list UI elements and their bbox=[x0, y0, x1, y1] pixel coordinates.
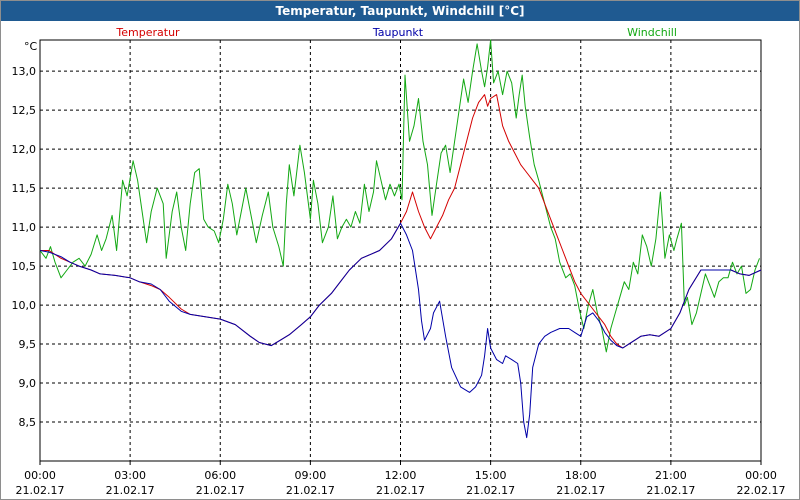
y-tick-label: 12,5 bbox=[12, 104, 37, 117]
x-tick-time: 03:00 bbox=[114, 469, 146, 482]
x-tick-date: 21.02.17 bbox=[286, 484, 335, 497]
y-tick-label: 11,5 bbox=[12, 182, 37, 195]
x-tick-time: 00:00 bbox=[745, 469, 777, 482]
x-tick-time: 18:00 bbox=[565, 469, 597, 482]
y-axis-unit: °C bbox=[24, 40, 38, 53]
x-tick-date: 21.02.17 bbox=[466, 484, 515, 497]
series-lines bbox=[39, 39, 762, 439]
y-tick-label: 8,5 bbox=[19, 416, 37, 429]
legend-windchill: Windchill bbox=[627, 26, 677, 39]
x-tick-time: 12:00 bbox=[385, 469, 417, 482]
x-tick-date: 21.02.17 bbox=[376, 484, 425, 497]
x-tick-date: 22.02.17 bbox=[737, 484, 786, 497]
x-tick-time: 21:00 bbox=[655, 469, 687, 482]
x-tick-time: 06:00 bbox=[204, 469, 236, 482]
y-tick-label: 10,0 bbox=[12, 299, 37, 312]
y-axis-ticks: 13,0 12,5 12,0 11,5 11,0 10,5 10,0 9,5 9,0 8,5 bbox=[12, 65, 37, 429]
grid-lines bbox=[40, 40, 761, 461]
x-tick-date: 21.02.17 bbox=[556, 484, 605, 497]
series-line-taupunkt bbox=[39, 222, 762, 439]
y-tick-label: 11,0 bbox=[12, 221, 37, 234]
series-line-windchill bbox=[39, 39, 760, 353]
x-tick-time: 00:00 bbox=[24, 469, 56, 482]
y-tick-label: 13,0 bbox=[12, 65, 37, 78]
legend-taupunkt: Taupunkt bbox=[372, 26, 424, 39]
y-tick-label: 10,5 bbox=[12, 260, 37, 273]
window-title: Temperatur, Taupunkt, Windchill [°C] bbox=[1, 1, 799, 21]
x-axis-ticks: 00:00 21.02.17 03:00 21.02.17 06:00 21.02.17 0… bbox=[16, 461, 786, 497]
x-tick-date: 21.02.17 bbox=[106, 484, 155, 497]
x-tick-date: 21.02.17 bbox=[16, 484, 65, 497]
x-tick-time: 15:00 bbox=[475, 469, 507, 482]
x-tick-date: 21.02.17 bbox=[646, 484, 695, 497]
legend-temperatur: Temperatur bbox=[115, 26, 180, 39]
x-tick-time: 09:00 bbox=[295, 469, 327, 482]
y-tick-label: 9,0 bbox=[19, 377, 37, 390]
y-tick-label: 9,5 bbox=[19, 338, 37, 351]
y-tick-label: 12,0 bbox=[12, 143, 37, 156]
x-tick-date: 21.02.17 bbox=[196, 484, 245, 497]
